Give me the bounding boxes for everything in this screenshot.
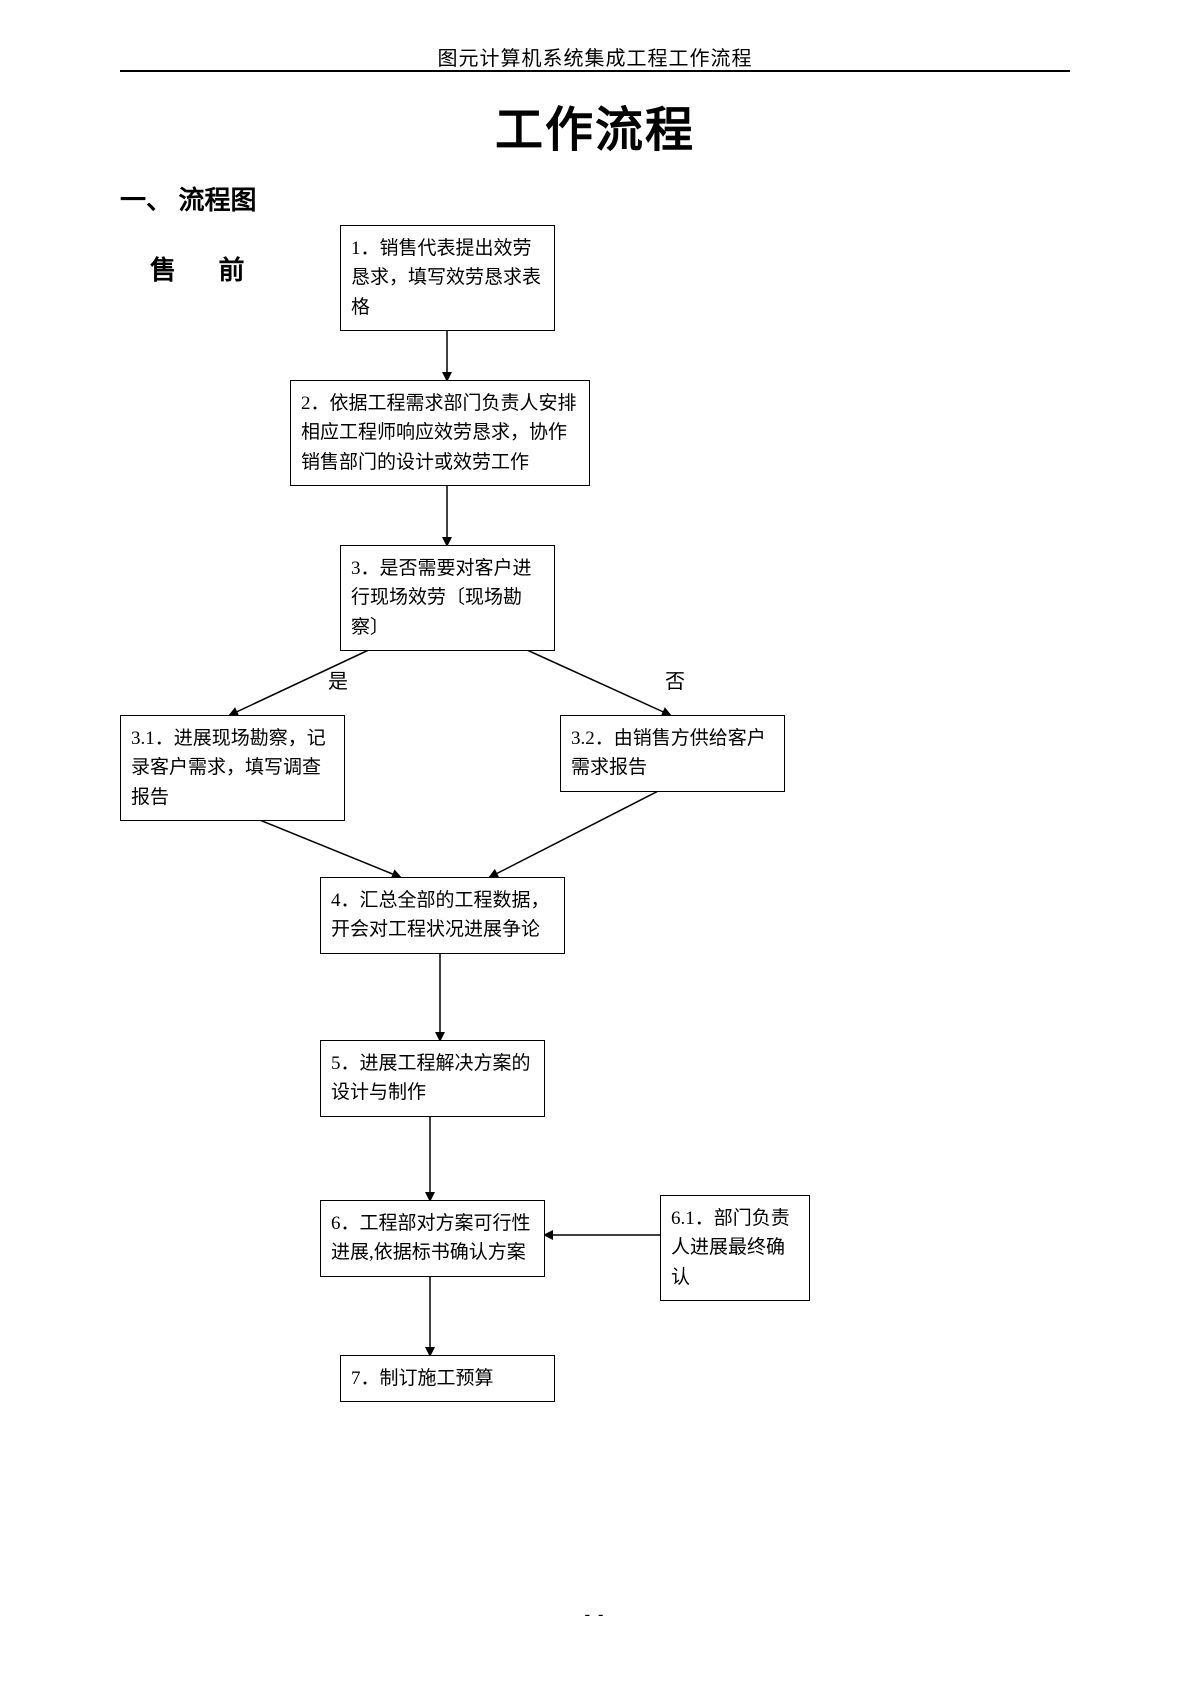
flow-node-7: 7．制订施工预算 [340,1355,555,1402]
page-title: 工作流程 [0,90,1190,160]
flow-node-4: 4．汇总全部的工程数据，开会对工程状况进展争论 [320,877,565,954]
branch-label-no: 否 [665,665,685,694]
flow-node-5: 5．进展工程解决方案的设计与制作 [320,1040,545,1117]
flow-node-3: 3．是否需要对客户进行现场效劳〔现场勘察〕 [340,545,555,651]
phase-label-presale: 售 前 [150,250,263,287]
header-rule [120,70,1070,72]
branch-label-yes: 是 [328,665,348,694]
page-root: 图元计算机系统集成工程工作流程 工作流程 一、 流程图 售 前 1．销售代表提出… [0,0,1190,1684]
section-heading: 一、 流程图 [120,180,257,217]
flow-node-3-2: 3.2．由销售方供给客户需求报告 [560,715,785,792]
flow-node-1: 1．销售代表提出效劳恳求，填写效劳恳求表格 [340,225,555,331]
page-header-text: 图元计算机系统集成工程工作流程 [0,42,1190,71]
flow-node-6-1: 6.1．部门负责人进展最终确认 [660,1195,810,1301]
page-footer: - - [0,1606,1190,1624]
flow-node-3-1: 3.1．进展现场勘察，记录客户需求，填写调查报告 [120,715,345,821]
flow-node-2: 2．依据工程需求部门负责人安排相应工程师响应效劳恳求，协作销售部门的设计或效劳工… [290,380,590,486]
flow-node-6: 6．工程部对方案可行性进展,依据标书确认方案 [320,1200,545,1277]
